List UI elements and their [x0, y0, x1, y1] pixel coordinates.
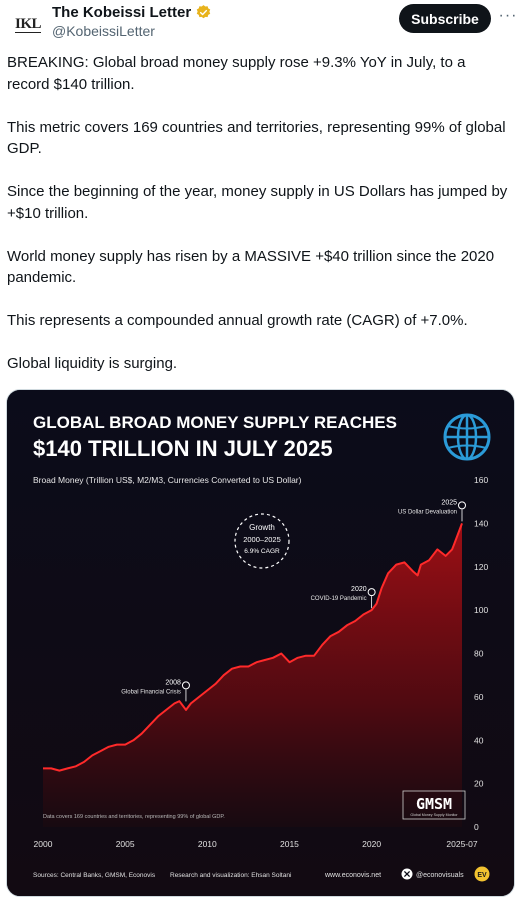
- chart-title-line1: GLOBAL BROAD MONEY SUPPLY REACHES: [33, 413, 397, 432]
- tweet-paragraph: This represents a compounded annual grow…: [7, 312, 468, 329]
- chart-credit: Research and visualization: Ehsan Soltan…: [170, 872, 291, 879]
- chart-website: www.econovis.net: [324, 872, 381, 879]
- x-tick-label: 2025-07: [446, 839, 477, 849]
- tweet-paragraph: BREAKING: Global broad money supply rose…: [7, 54, 466, 93]
- chart-footnote: Data covers 169 countries and territorie…: [43, 814, 225, 820]
- y-tick-label: 60: [474, 692, 484, 702]
- ev-brand-logo: EV: [474, 866, 490, 882]
- chart-social-handle: @econovisuals: [416, 872, 464, 879]
- x-axis-ticks: 2000 2005 2010 2015 2020 2025-07: [34, 839, 478, 849]
- tweet-header: IKL The Kobeissi Letter @KobeissiLetter …: [0, 0, 522, 48]
- tweet-paragraph: Since the beginning of the year, money s…: [7, 183, 508, 222]
- x-tick-label: 2015: [280, 839, 299, 849]
- annotation-marker: [458, 501, 466, 510]
- y-tick-label: 160: [474, 475, 488, 485]
- gmsm-logo-subtext: Global Money Supply Monitor: [410, 813, 458, 817]
- x-tick-label: 2000: [34, 839, 53, 849]
- growth-badge-line2: 2000–2025: [243, 535, 281, 544]
- annotation-year: 2008: [165, 679, 181, 686]
- annotation-marker: [181, 681, 190, 690]
- annotation-text: Global Financial Crisis: [121, 689, 181, 695]
- annotation-text: COVID-19 Pandemic: [311, 596, 367, 602]
- growth-badge: Growth 2000–2025 6.9% CAGR: [234, 513, 290, 569]
- avatar-text: IKL: [14, 15, 42, 33]
- handle[interactable]: @KobeissiLetter: [52, 23, 155, 39]
- chart-ylabel: Broad Money (Trillion US$, M2/M3, Curren…: [33, 475, 302, 485]
- annotations: 2008 Global Financial Crisis 2020 COVID-19 …: [121, 499, 466, 702]
- growth-badge-line3: 6.9% CAGR: [244, 548, 280, 555]
- globe-icon: [443, 413, 491, 461]
- tweet-text: BREAKING: Global broad money supply rose…: [7, 52, 512, 396]
- series-line: [43, 523, 463, 772]
- x-tick-label: 2005: [116, 839, 135, 849]
- gmsm-logo-text: GMSM: [416, 795, 452, 813]
- y-tick-label: 80: [474, 649, 484, 659]
- chart-source: Sources: Central Banks, GMSM, Econovis: [33, 872, 156, 879]
- tweet-paragraph: World money supply has risen by a MASSIV…: [7, 247, 495, 287]
- y-tick-label: 120: [474, 562, 488, 572]
- annotation-year: 2025: [441, 499, 457, 506]
- growth-badge-line1: Growth: [249, 523, 275, 532]
- y-tick-label: 0: [474, 822, 479, 832]
- gmsm-logo: GMSM Global Money Supply Monitor: [402, 790, 466, 820]
- ev-brand-logo-text: EV: [477, 872, 487, 879]
- avatar[interactable]: IKL: [8, 4, 48, 44]
- more-options-icon[interactable]: ···: [498, 7, 518, 24]
- tweet-paragraph: Global liquidity is surging.: [7, 355, 178, 372]
- annotation-year: 2020: [351, 586, 367, 593]
- annotation-marker: [367, 588, 376, 597]
- x-tick-label: 2020: [362, 839, 381, 849]
- series-area: [43, 523, 462, 827]
- y-tick-label: 20: [474, 779, 484, 789]
- y-tick-label: 140: [474, 518, 488, 528]
- y-axis-ticks: 0 20 40 60 80 100 120 140 160: [474, 475, 488, 832]
- chart-image[interactable]: GLOBAL BROAD MONEY SUPPLY REACHES $140 T…: [6, 389, 515, 897]
- y-tick-label: 40: [474, 735, 484, 745]
- y-tick-label: 100: [474, 605, 488, 615]
- chart-svg: GLOBAL BROAD MONEY SUPPLY REACHES $140 T…: [7, 390, 514, 896]
- annotation-text: US Dollar Devaluation: [398, 509, 457, 515]
- chart-title-line2: $140 TRILLION IN JULY 2025: [33, 436, 333, 461]
- verified-badge-icon: [196, 5, 211, 19]
- x-tick-label: 2010: [198, 839, 217, 849]
- x-logo-icon: [401, 868, 413, 880]
- subscribe-button[interactable]: Subscribe: [399, 4, 491, 33]
- display-name[interactable]: The Kobeissi Letter: [52, 4, 192, 21]
- name-row: The Kobeissi Letter: [52, 4, 212, 21]
- tweet-paragraph: This metric covers 169 countries and ter…: [7, 118, 506, 158]
